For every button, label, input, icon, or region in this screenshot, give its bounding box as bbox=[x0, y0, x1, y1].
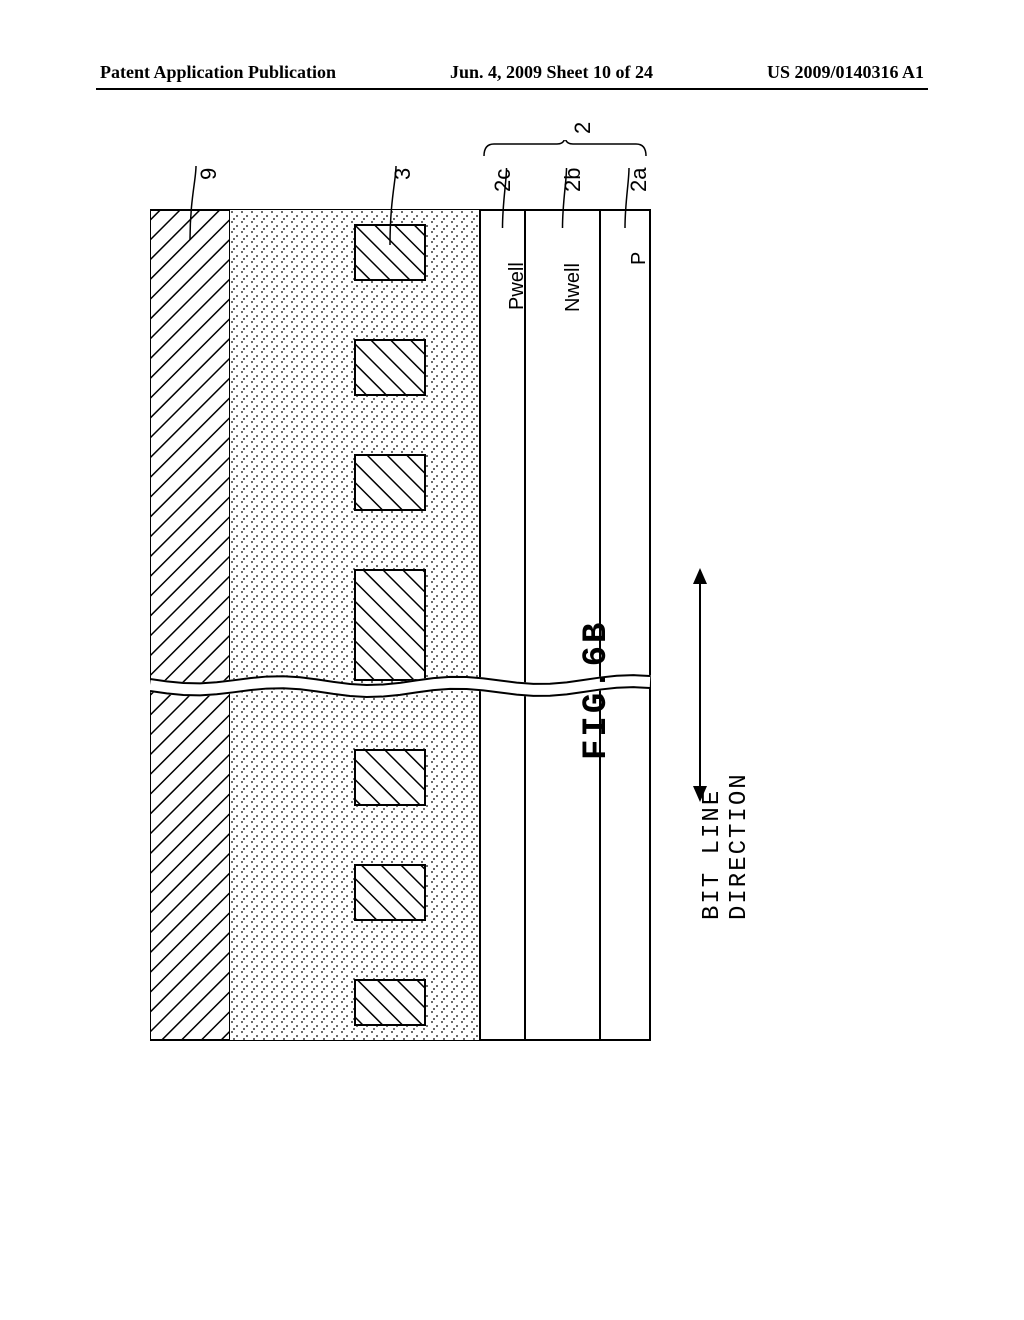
ref-9: 9 bbox=[196, 168, 222, 180]
ref-2c: 2c bbox=[490, 169, 516, 192]
ref-2b: 2b bbox=[560, 168, 586, 192]
layer-pwell: Pwell bbox=[506, 262, 529, 310]
direction-label: BIT LINE DIRECTION bbox=[699, 749, 753, 920]
header-left: Patent Application Publication bbox=[100, 62, 336, 83]
layer-p: P bbox=[628, 252, 651, 265]
header-bar: Patent Application Publication Jun. 4, 2… bbox=[0, 62, 1024, 83]
ref-3: 3 bbox=[390, 168, 416, 180]
header-center: Jun. 4, 2009 Sheet 10 of 24 bbox=[450, 62, 653, 83]
ref-2a: 2a bbox=[626, 168, 652, 192]
figure-label: FIG.6B bbox=[578, 620, 616, 760]
ref-2: 2 bbox=[570, 122, 596, 134]
header-rule bbox=[96, 88, 928, 90]
figure-6b: FIG.6B BIT LINE DIRECTION 9 3 2c 2b 2a 2… bbox=[150, 140, 870, 1180]
layer-nwell: Nwell bbox=[562, 263, 585, 312]
header-right: US 2009/0140316 A1 bbox=[767, 62, 924, 83]
